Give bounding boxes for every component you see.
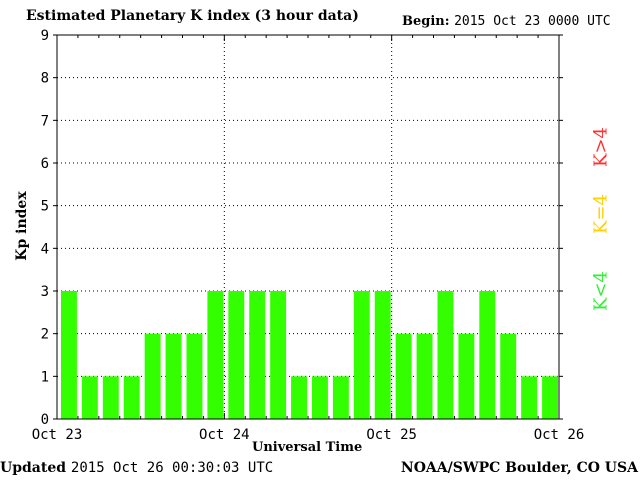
x-tick-label: Oct 24 <box>199 427 250 443</box>
kp-bar <box>144 333 161 419</box>
begin-value: 2015 Oct 23 0000 UTC <box>454 14 611 29</box>
kp-bar <box>437 291 454 419</box>
x-axis-label: Universal Time <box>252 440 363 455</box>
x-tick-label: Oct 23 <box>32 427 83 443</box>
legend-k-greater-4: K>4 <box>590 127 612 167</box>
kp-bar <box>521 376 538 419</box>
kp-bar <box>228 291 245 419</box>
kp-bar <box>374 291 391 419</box>
kp-bar <box>186 333 203 419</box>
kp-bar <box>291 376 307 419</box>
grid-lines <box>57 35 559 419</box>
kp-bar <box>61 291 77 419</box>
y-tick-label: 8 <box>41 71 49 87</box>
y-axis: 0 1 2 3 4 5 6 7 8 9 <box>41 28 563 428</box>
y-axis-label: Kp index <box>14 191 30 261</box>
x-tick-label: Oct 25 <box>366 427 417 443</box>
y-tick-label: 0 <box>41 412 49 428</box>
y-tick-label: 2 <box>41 327 49 343</box>
kp-bar <box>123 376 140 419</box>
y-tick-label: 4 <box>41 241 49 257</box>
kp-bar <box>395 333 412 419</box>
kp-bar <box>312 376 328 419</box>
x-axis: Oct 23 Oct 24 Oct 25 Oct 26 <box>32 35 585 443</box>
x-tick-label: Oct 26 <box>534 427 585 443</box>
updated-label: Updated <box>0 460 67 476</box>
kp-bar <box>165 333 182 419</box>
chart-title: Estimated Planetary K index (3 hour data… <box>26 8 359 24</box>
kp-bar <box>81 376 98 419</box>
y-tick-label: 3 <box>41 284 49 300</box>
y-tick-label: 5 <box>41 199 49 215</box>
begin-timestamp: Begin: 2015 Oct 23 0000 UTC <box>402 14 611 29</box>
kp-bar <box>416 333 433 419</box>
y-tick-label: 6 <box>41 156 49 172</box>
kp-bar <box>332 376 349 419</box>
updated-value: 2015 Oct 26 00:30:03 UTC <box>70 460 274 476</box>
y-tick-label: 7 <box>41 113 49 129</box>
legend-k-less-4: K<4 <box>590 271 612 311</box>
credit-text: NOAA/SWPC Boulder, CO USA <box>400 460 638 476</box>
kp-bar <box>207 291 224 419</box>
kp-bar <box>479 291 496 419</box>
legend-k-equal-4: K=4 <box>590 194 612 234</box>
kp-bar <box>270 291 287 419</box>
kp-bar <box>542 376 558 419</box>
kp-bar <box>249 291 266 419</box>
y-tick-label: 9 <box>41 28 49 44</box>
kp-bar <box>102 376 119 419</box>
begin-label: Begin: <box>402 14 450 29</box>
kp-bar <box>500 333 517 419</box>
updated-timestamp: Updated 2015 Oct 26 00:30:03 UTC <box>0 460 273 476</box>
y-tick-label: 1 <box>41 369 49 385</box>
kp-bar <box>458 333 475 419</box>
kp-bar <box>353 291 370 419</box>
bars <box>61 291 558 419</box>
